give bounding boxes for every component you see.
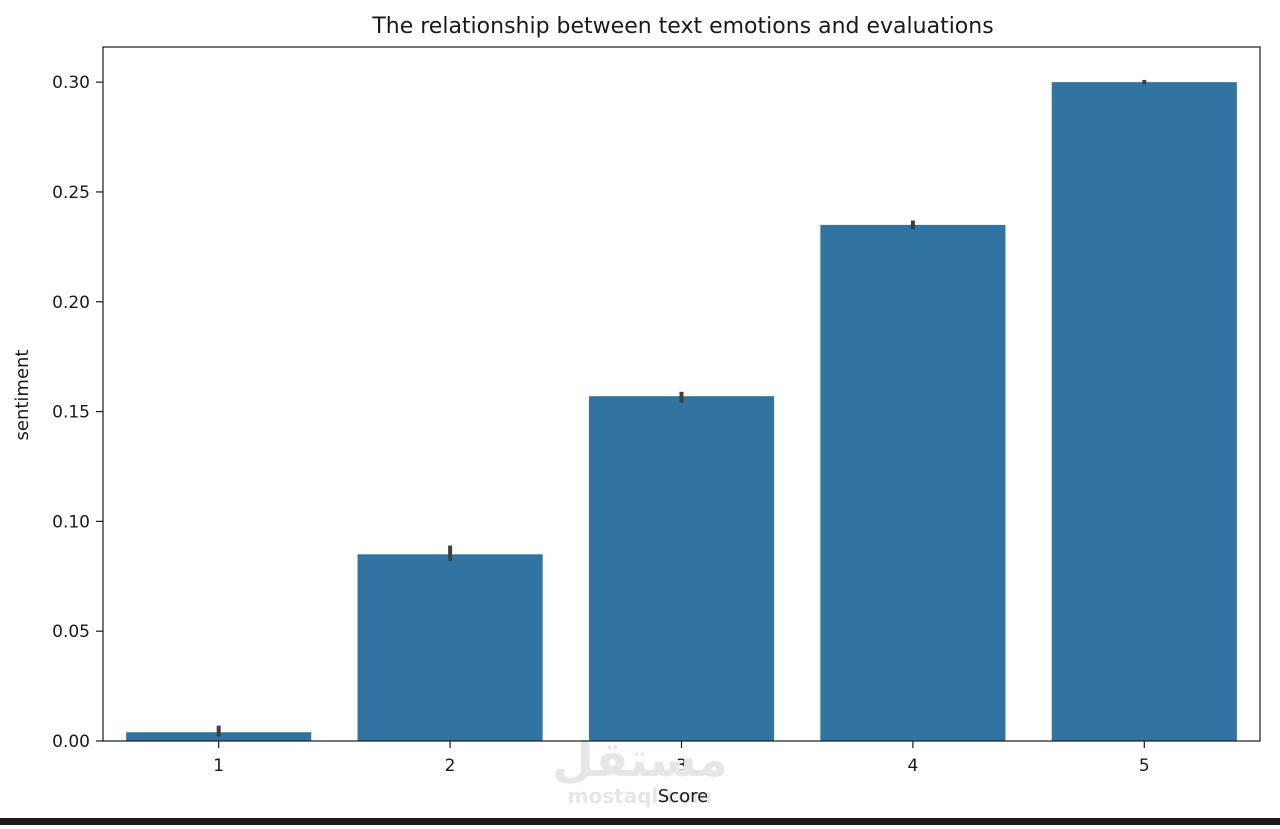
bar-3 (588, 396, 775, 741)
y-tick-label-0.05: 0.05 (52, 622, 90, 642)
error-bars-group (216, 79, 1147, 737)
y-axis-label: sentiment (12, 350, 33, 441)
y-tick-label-0.15: 0.15 (52, 403, 90, 423)
bars-group (126, 82, 1237, 742)
bar-5 (1051, 82, 1237, 742)
bar-2 (357, 554, 543, 741)
chart-title: The relationship between text emotions a… (371, 14, 993, 39)
x-tick-label-5: 5 (1139, 756, 1150, 776)
axes-frame (102, 46, 1261, 742)
y-tick-label-0.00: 0.00 (52, 732, 90, 752)
y-tick-label-0.20: 0.20 (52, 293, 90, 313)
x-tick-label-4: 4 (907, 756, 918, 776)
watermark-latin: mostaql.com (568, 784, 713, 808)
y-tick-label-0.30: 0.30 (52, 73, 90, 93)
y-tick-label-0.25: 0.25 (52, 183, 90, 203)
x-axis-ticks: 1 2 3 4 5 (213, 741, 1150, 776)
x-tick-label-1: 1 (213, 756, 224, 776)
bar-4 (820, 224, 1006, 742)
bottom-edge-bar (0, 818, 1280, 825)
y-tick-label-0.10: 0.10 (52, 512, 90, 532)
y-axis-ticks: 0.00 0.05 0.10 0.15 0.20 0.25 0.30 (52, 73, 103, 752)
x-tick-label-3: 3 (676, 756, 687, 776)
x-axis-label: Score (658, 786, 708, 807)
x-tick-label-2: 2 (445, 756, 456, 776)
